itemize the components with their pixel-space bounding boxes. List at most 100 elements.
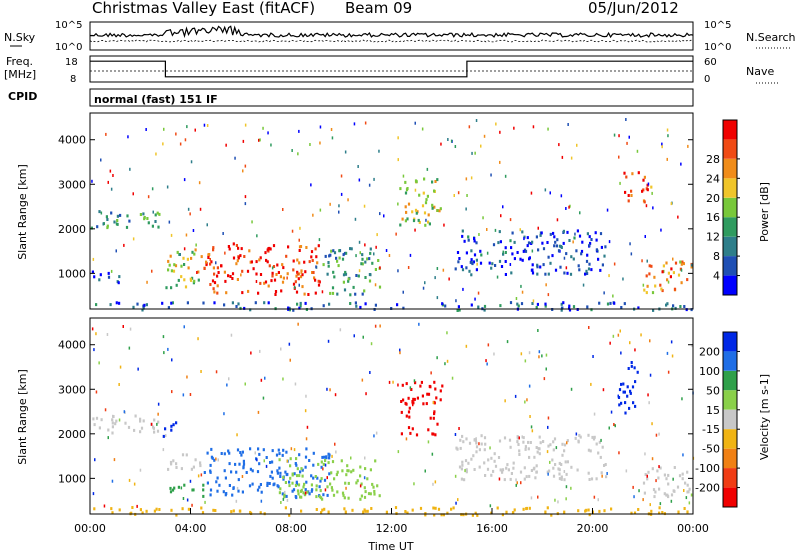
velocity-cell xyxy=(347,481,350,485)
velocity-cell xyxy=(659,502,662,506)
power-cell xyxy=(531,249,534,253)
velocity-cell xyxy=(601,445,604,449)
power-cell xyxy=(441,302,444,306)
velocity-cell xyxy=(294,495,297,498)
power-cell xyxy=(502,250,504,254)
velocity-cell xyxy=(115,419,118,423)
power-cell xyxy=(118,275,121,279)
freq-left-label-1: Freq. xyxy=(6,55,33,68)
power-cell xyxy=(690,308,693,312)
power-cell xyxy=(669,275,672,279)
power-cell xyxy=(255,280,258,283)
power-cell xyxy=(661,270,664,274)
power-cell xyxy=(427,220,430,224)
velocity-cell xyxy=(92,492,95,496)
velocity-cell xyxy=(646,474,648,478)
power-cell xyxy=(178,253,181,256)
velocity-cell xyxy=(436,356,438,360)
velocity-cell xyxy=(626,394,629,398)
velocity-cell xyxy=(421,394,424,398)
power-cell xyxy=(244,123,247,127)
velocity-cell xyxy=(433,513,436,517)
velocity-cell xyxy=(197,474,200,478)
power-cell xyxy=(225,291,228,295)
power-cell xyxy=(436,296,439,300)
velocity-cell xyxy=(536,450,539,454)
power-cell xyxy=(461,234,464,238)
power-cell xyxy=(328,254,331,258)
power-cell xyxy=(206,223,208,227)
power-cell xyxy=(186,125,188,129)
power-cell xyxy=(553,244,556,248)
power-cell xyxy=(107,180,109,184)
power-cell xyxy=(472,260,475,264)
power-cell xyxy=(309,143,311,146)
power-cell xyxy=(568,239,571,242)
power-cell xyxy=(322,263,325,267)
power-cell xyxy=(431,206,434,210)
power-cell xyxy=(623,302,626,306)
velocity-cell xyxy=(550,513,553,517)
power-cell xyxy=(211,279,215,283)
velocity-cell xyxy=(659,466,662,470)
power-cell xyxy=(117,281,120,285)
power-cell xyxy=(502,205,504,209)
velocity-cell xyxy=(416,396,419,400)
power-cell xyxy=(502,252,505,256)
power-cell xyxy=(172,269,176,273)
velocity-cell xyxy=(359,465,362,469)
power-cell xyxy=(208,253,211,256)
velocity-cell xyxy=(554,498,556,502)
power-cell xyxy=(347,198,349,202)
velocity-cell xyxy=(257,410,260,414)
velocity-cell xyxy=(454,474,457,478)
power-cell xyxy=(303,292,306,296)
power-cell xyxy=(116,219,119,222)
velocity-cell xyxy=(620,351,622,355)
power-cell xyxy=(590,268,593,272)
power-cell xyxy=(378,285,382,289)
velocity-cell xyxy=(588,326,590,329)
power-cell xyxy=(399,223,402,227)
velocity-cell xyxy=(590,382,592,386)
power-cell xyxy=(497,241,500,245)
velocity-cell xyxy=(281,453,284,457)
power-cell xyxy=(522,249,525,253)
power-cell xyxy=(541,241,544,245)
power-cell xyxy=(562,301,565,305)
power-cell xyxy=(576,143,578,147)
velocity-ytick-label: 1000 xyxy=(58,472,86,485)
power-cell xyxy=(471,262,474,266)
velocity-cell xyxy=(367,492,371,496)
velocity-cell xyxy=(107,428,110,432)
power-cell xyxy=(327,264,330,268)
power-cell xyxy=(337,264,340,268)
velocity-cell xyxy=(462,513,465,517)
power-cell xyxy=(504,273,507,276)
velocity-cell xyxy=(670,499,673,503)
power-cell xyxy=(561,306,564,310)
velocity-cell xyxy=(228,377,230,381)
velocity-cell xyxy=(304,465,307,469)
velocity-cell xyxy=(411,427,414,431)
velocity-cell xyxy=(241,490,244,494)
velocity-cell xyxy=(528,351,531,355)
velocity-cell xyxy=(320,511,323,515)
velocity-cell xyxy=(553,437,557,441)
velocity-cell xyxy=(282,497,285,501)
power-cell xyxy=(296,272,299,276)
power-cell xyxy=(587,267,591,271)
power-cell xyxy=(217,271,220,274)
power-cell xyxy=(165,286,168,290)
velocity-cell xyxy=(249,447,252,451)
power-cell xyxy=(622,277,624,281)
velocity-cell xyxy=(515,478,517,482)
velocity-cell xyxy=(346,464,349,468)
velocity-cell xyxy=(341,469,344,473)
power-cell xyxy=(670,267,673,271)
velocity-cell xyxy=(175,421,178,425)
velocity-cell xyxy=(524,400,526,404)
velocity-cell xyxy=(677,510,680,514)
power-cell xyxy=(307,293,310,296)
